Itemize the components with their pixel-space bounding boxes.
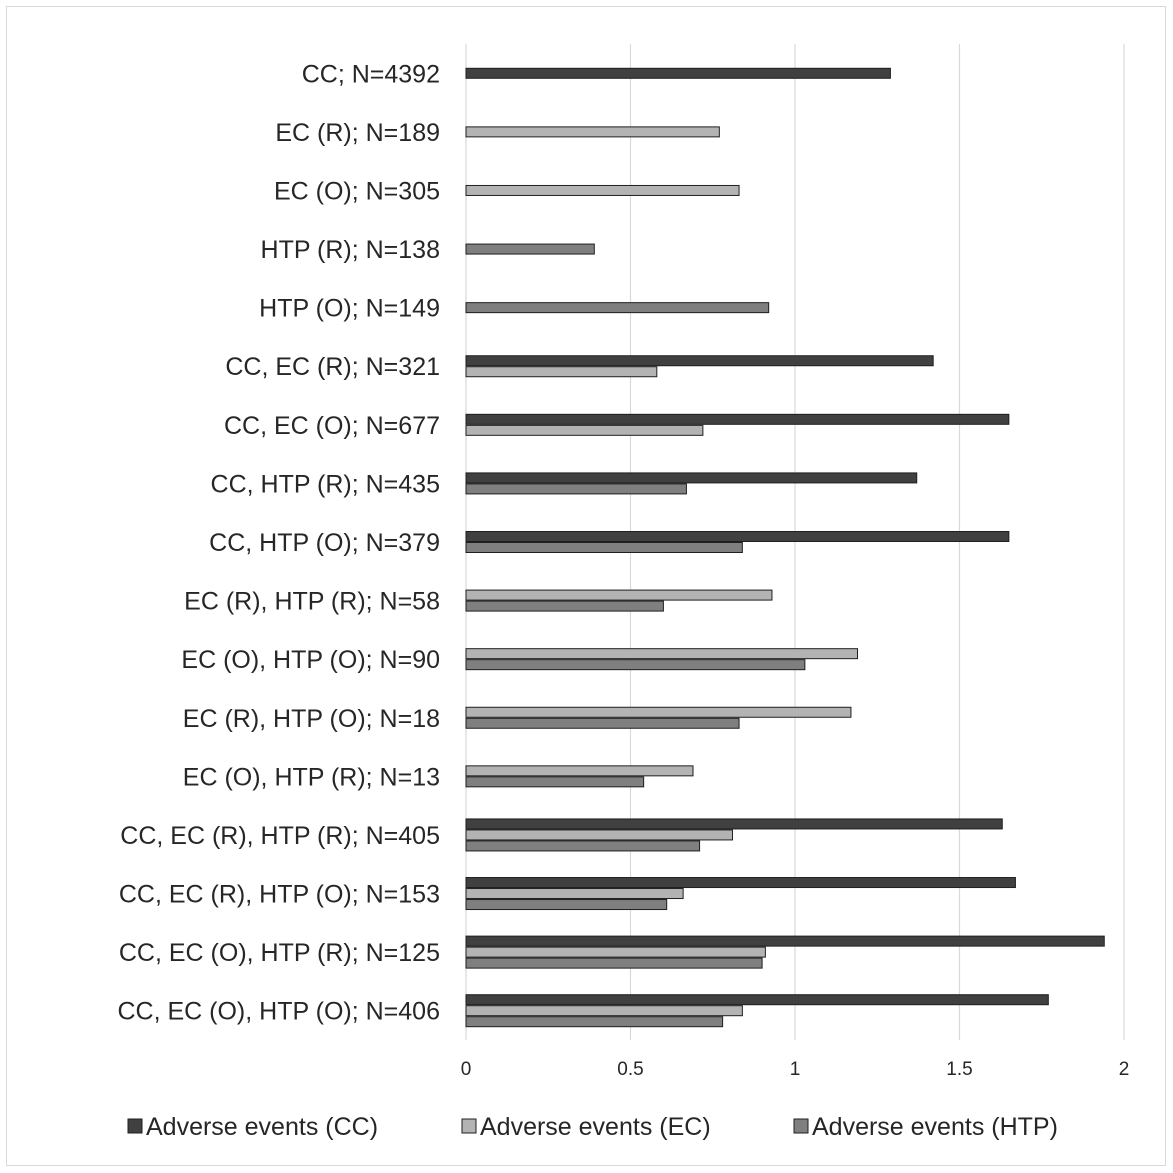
legend-label: Adverse events (HTP) <box>812 1113 1058 1141</box>
bar <box>465 302 770 314</box>
bar <box>465 840 701 852</box>
legend-swatch <box>793 1118 809 1134</box>
x-tick-label: 0 <box>461 1059 472 1080</box>
bar <box>465 829 733 841</box>
bar <box>465 483 687 495</box>
legend-label: Adverse events (CC) <box>146 1113 378 1141</box>
category-label: EC (O), HTP (R); N=13 <box>183 763 440 791</box>
category-label: CC, HTP (O); N=379 <box>209 529 440 557</box>
bar <box>465 717 740 729</box>
category-label: EC (O); N=305 <box>274 177 440 205</box>
category-label: EC (R), HTP (R); N=58 <box>184 588 440 616</box>
category-label: CC, EC (R); N=321 <box>225 353 440 381</box>
x-tick-label: 2 <box>1119 1059 1130 1080</box>
bar <box>465 957 763 969</box>
bar <box>465 542 743 553</box>
bar <box>465 776 645 788</box>
bar <box>465 706 852 718</box>
bar <box>465 648 859 660</box>
chart-frame <box>6 6 1166 1166</box>
category-label: CC, EC (O), HTP (R); N=125 <box>119 939 440 967</box>
bar <box>465 1016 724 1028</box>
bar <box>465 765 694 777</box>
legend-swatch <box>461 1118 477 1134</box>
bar <box>465 600 664 612</box>
x-tick-label: 1 <box>790 1059 801 1080</box>
bar <box>465 413 1010 425</box>
bar <box>465 994 1049 1006</box>
bar <box>465 355 934 367</box>
bar <box>465 589 773 601</box>
bar <box>465 472 918 484</box>
legend-swatch <box>127 1118 143 1134</box>
bar <box>465 67 891 79</box>
bar <box>465 946 766 958</box>
bar <box>465 659 806 671</box>
bar <box>465 818 1003 830</box>
bar <box>465 531 1010 542</box>
bar <box>465 877 1016 889</box>
category-label: CC, EC (O), HTP (O); N=406 <box>117 998 440 1026</box>
category-label: CC, EC (R), HTP (O); N=153 <box>119 881 440 909</box>
legend-label: Adverse events (EC) <box>480 1113 711 1141</box>
category-label: CC; N=4392 <box>302 60 440 88</box>
bar <box>465 424 704 436</box>
bar <box>465 366 658 378</box>
bar <box>465 126 720 138</box>
x-tick-label: 0.5 <box>617 1059 643 1080</box>
category-label: HTP (R); N=138 <box>261 236 440 264</box>
bar <box>465 1005 743 1017</box>
category-label: EC (O), HTP (O); N=90 <box>181 646 440 674</box>
category-label: HTP (O); N=149 <box>259 295 440 323</box>
category-label: CC, EC (O); N=677 <box>224 412 440 440</box>
category-label: CC, EC (R), HTP (R); N=405 <box>120 822 440 850</box>
category-label: EC (R); N=189 <box>275 119 440 147</box>
bar <box>465 899 668 911</box>
category-label: EC (R), HTP (O); N=18 <box>183 705 440 733</box>
x-tick-label: 1.5 <box>946 1059 972 1080</box>
bar <box>465 888 684 900</box>
category-label: CC, HTP (R); N=435 <box>211 470 440 498</box>
bar <box>465 243 595 255</box>
bar <box>465 935 1105 947</box>
bar <box>465 184 740 196</box>
